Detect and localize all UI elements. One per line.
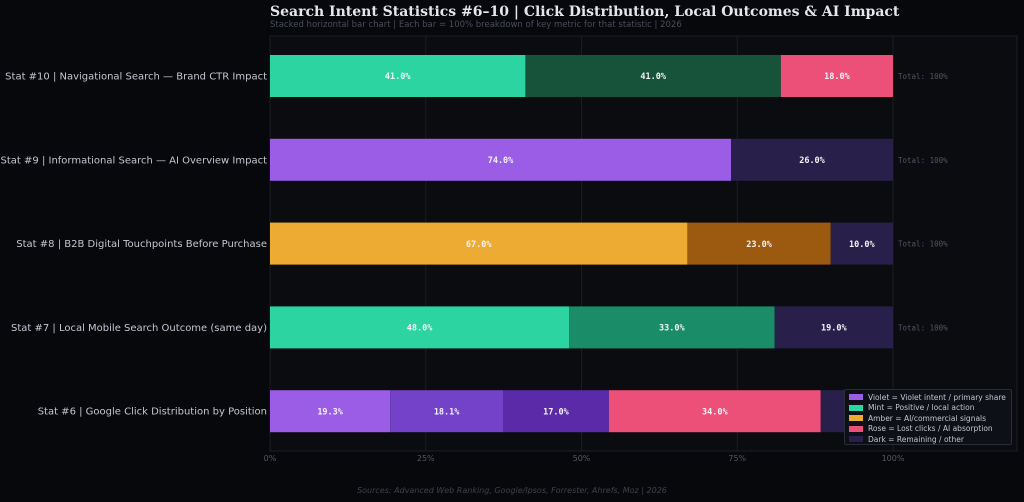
data-label: 41.0% <box>385 72 411 82</box>
legend-label: Violet = Violet intent / primary share <box>868 392 1006 402</box>
legend-item: Rose = Lost clicks / AI absorption <box>849 424 1007 435</box>
bar-segment <box>270 138 732 181</box>
data-label: 18.0% <box>824 72 850 82</box>
legend-item: Violet = Violet intent / primary share <box>849 392 1007 403</box>
data-label: 10.0% <box>849 240 875 250</box>
x-tick-label: 75% <box>728 454 746 463</box>
legend-label: Mint = Positive / local action <box>868 403 975 413</box>
legend-label: Amber = AI/commercial signals <box>868 413 987 423</box>
chart-title: Search Intent Statistics #6–10 | Click D… <box>270 4 900 20</box>
data-label: 41.0% <box>640 72 666 82</box>
bar-segment <box>503 390 609 433</box>
bar-row: Stat #7 | Local Mobile Search Outcome (s… <box>11 306 948 349</box>
data-label: 26.0% <box>799 156 825 166</box>
bar-row: Stat #9 | Informational Search — AI Over… <box>1 138 948 181</box>
bar-segment <box>731 138 893 181</box>
legend-item: Mint = Positive / local action <box>849 403 1007 414</box>
bar-segment <box>687 222 831 265</box>
y-category-label: Stat #10 | Navigational Search — Brand C… <box>5 72 267 83</box>
data-label: 17.0% <box>543 407 569 417</box>
chart-subtitle: Stacked horizontal bar chart | Each bar … <box>270 20 682 30</box>
bar-row: Stat #10 | Navigational Search — Brand C… <box>5 55 948 97</box>
data-label: 48.0% <box>407 324 433 334</box>
legend-swatch <box>849 394 863 401</box>
x-tick-label: 0% <box>264 454 277 463</box>
legend-swatch <box>849 415 863 422</box>
data-label: 74.0% <box>488 156 514 166</box>
bar-segment <box>608 390 821 433</box>
bar-segment <box>270 306 570 349</box>
bar-segment <box>774 306 893 349</box>
bar-segment <box>830 222 893 265</box>
bar-segment <box>270 222 688 265</box>
y-category-label: Stat #7 | Local Mobile Search Outcome (s… <box>11 323 267 334</box>
x-tick-label: 25% <box>417 454 435 463</box>
source-footnote: Sources: Advanced Web Ranking, Google/Ip… <box>357 486 667 495</box>
legend-swatch <box>849 425 863 432</box>
bar-row: Stat #8 | B2B Digital Touchpoints Before… <box>16 222 948 265</box>
bar-segment <box>270 390 391 433</box>
data-label: 33.0% <box>659 324 685 334</box>
data-label: 67.0% <box>466 240 492 250</box>
y-category-label: Stat #8 | B2B Digital Touchpoints Before… <box>16 239 267 250</box>
legend-label: Rose = Lost clicks / AI absorption <box>868 424 993 434</box>
legend-label: Dark = Remaining / other <box>868 434 964 444</box>
data-label: 19.3% <box>317 407 343 417</box>
bar-segment <box>569 306 775 349</box>
legend-swatch <box>849 404 863 411</box>
bar-segment <box>780 55 893 97</box>
bar-segment <box>270 55 526 97</box>
total-label: Total: 100% <box>898 156 948 165</box>
legend-swatch <box>849 436 863 443</box>
bar-row: Stat #6 | Google Click Distribution by P… <box>38 390 893 433</box>
bar-segment <box>525 55 781 97</box>
legend-item: Dark = Remaining / other <box>849 434 1007 445</box>
chart-legend: Violet = Violet intent / primary share Mi… <box>844 389 1012 445</box>
x-tick-label: 100% <box>882 454 905 463</box>
data-label: 23.0% <box>746 240 772 250</box>
y-category-label: Stat #6 | Google Click Distribution by P… <box>38 407 267 418</box>
bar-segment <box>390 390 504 433</box>
data-label: 34.0% <box>702 407 728 417</box>
total-label: Total: 100% <box>898 323 948 332</box>
x-tick-label: 50% <box>573 454 591 463</box>
total-label: Total: 100% <box>898 240 948 249</box>
data-label: 19.0% <box>821 324 847 334</box>
data-label: 18.1% <box>434 407 460 417</box>
y-category-label: Stat #9 | Informational Search — AI Over… <box>1 155 268 166</box>
legend-item: Amber = AI/commercial signals <box>849 413 1007 424</box>
total-label: Total: 100% <box>898 72 948 81</box>
